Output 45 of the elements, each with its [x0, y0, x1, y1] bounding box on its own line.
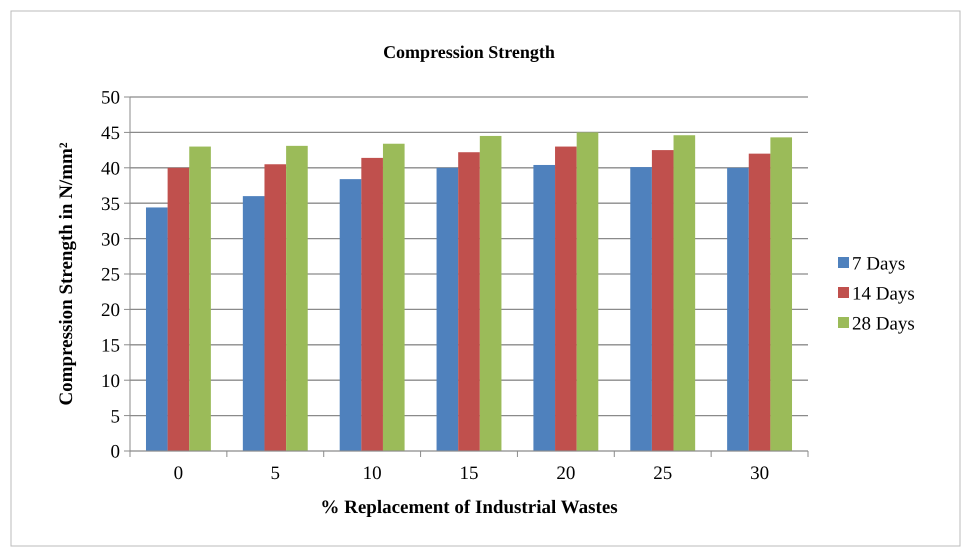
- legend-label: 14 Days: [852, 284, 915, 305]
- y-tick-label: 0: [110, 442, 120, 463]
- y-tick-label: 30: [101, 229, 120, 250]
- bar: [555, 146, 577, 451]
- y-tick-label: 20: [101, 300, 120, 322]
- bar: [533, 164, 556, 451]
- bar: [189, 146, 211, 451]
- bar: [382, 144, 405, 451]
- y-tick-label: 40: [101, 158, 120, 180]
- x-tick-label: 25: [653, 463, 672, 484]
- y-tick-label: 25: [101, 264, 120, 286]
- bar: [242, 196, 264, 451]
- x-tick-label: 5: [270, 463, 280, 484]
- bar: [576, 132, 598, 451]
- bar: [674, 135, 696, 451]
- legend-label: 7 Days: [852, 254, 906, 275]
- bar: [361, 158, 383, 451]
- bar: [340, 179, 362, 451]
- bar: [727, 168, 749, 451]
- y-tick-label: 10: [101, 370, 120, 392]
- bar: [286, 146, 308, 451]
- y-axis-title: Compression Strength in N/mm²: [56, 142, 77, 406]
- chart-title: Compression Strength: [383, 42, 555, 62]
- y-tick-label: 5: [110, 406, 120, 428]
- legend-label: 28 Days: [852, 314, 915, 335]
- x-tick-label: 15: [460, 463, 478, 484]
- bar: [146, 207, 168, 451]
- bar: [458, 152, 480, 451]
- bar: [652, 150, 674, 451]
- y-tick-label: 50: [101, 88, 120, 109]
- x-axis-title: % Replacement of Industrial Wastes: [320, 497, 618, 518]
- bar: [480, 136, 502, 451]
- bar: [770, 137, 792, 451]
- x-tick-label: 30: [750, 463, 770, 484]
- bar: [264, 164, 286, 451]
- y-tick-label: 45: [101, 123, 120, 144]
- y-tick-label: 35: [101, 194, 120, 215]
- x-tick-label: 0: [174, 463, 184, 484]
- bar: [630, 167, 652, 451]
- x-tick-label: 20: [556, 463, 576, 484]
- y-tick-label: 15: [101, 335, 120, 356]
- x-tick-label: 10: [362, 463, 382, 484]
- bar: [168, 168, 190, 451]
- bar: [748, 154, 770, 451]
- bar: [436, 168, 458, 451]
